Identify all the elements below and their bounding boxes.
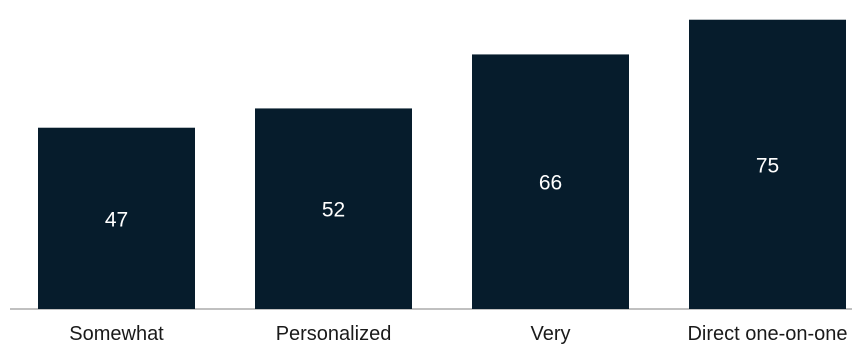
- category-label: Somewhat: [69, 323, 164, 345]
- bar-value-label: 47: [105, 208, 128, 231]
- bar-very: [472, 54, 629, 309]
- bar-value-label: 52: [322, 199, 345, 222]
- bar-direct-one-on-one: [689, 19, 846, 309]
- category-label: Very: [530, 323, 570, 345]
- bar-somewhat: [38, 127, 195, 309]
- category-label: Direct one-on-one: [687, 323, 847, 345]
- category-label: Personalized: [276, 323, 392, 345]
- bars-group: [38, 19, 846, 309]
- bar-value-label: 75: [756, 154, 779, 177]
- bar-personalized: [255, 108, 412, 309]
- bar-value-label: 66: [539, 172, 562, 195]
- value-labels-group: 47 52 66 75: [105, 154, 779, 231]
- category-labels-group: Somewhat Personalized Very Direct one-on-on…: [69, 323, 847, 345]
